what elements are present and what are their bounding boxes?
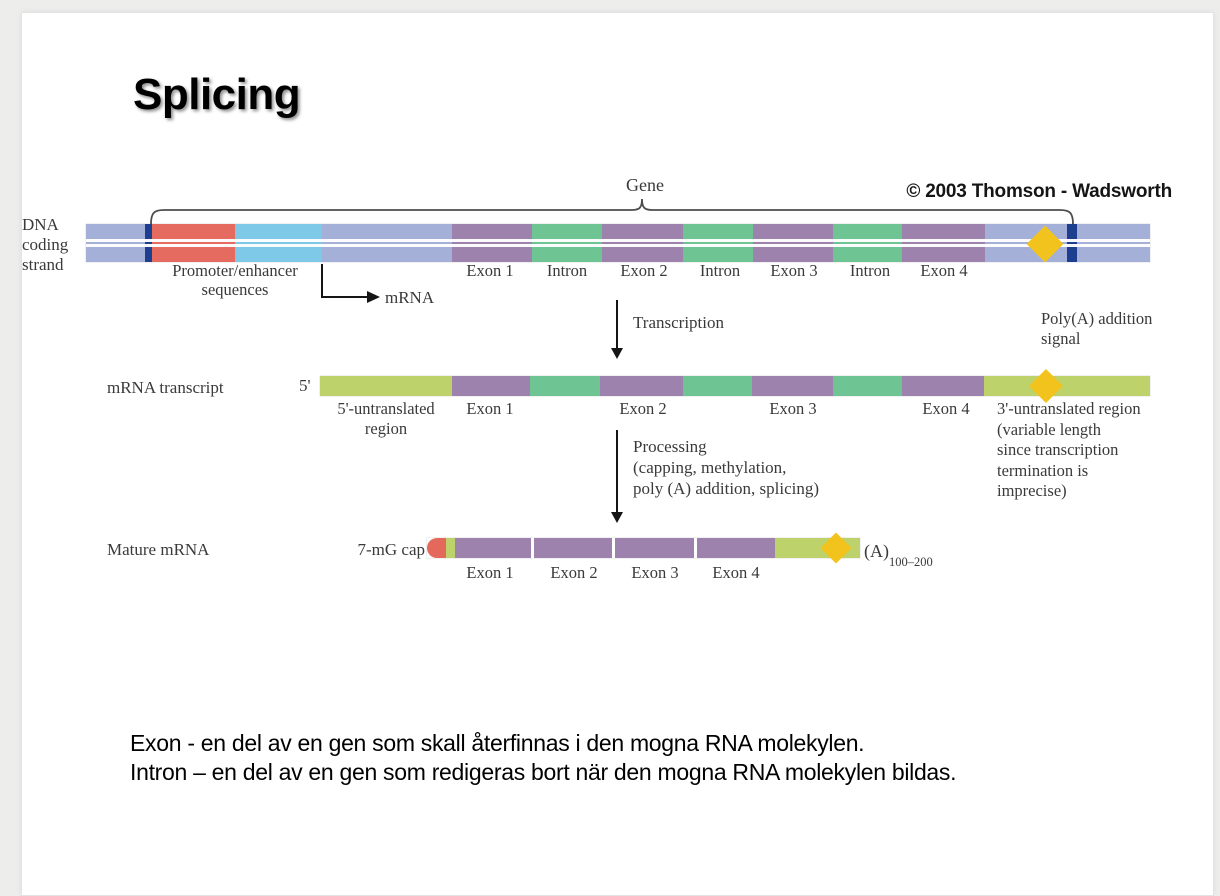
mature-exon-3-label: Exon 3	[631, 563, 679, 582]
dna-row-label: DNA coding strand	[22, 215, 68, 275]
polya-tail-main: (A)	[864, 541, 889, 561]
transcript-exon-2-segment	[600, 376, 683, 396]
definition-notes: Exon - en del av en gen som skall återfi…	[130, 729, 957, 786]
dna-strand-bar	[86, 224, 1150, 262]
transcript-exon-2-label: Exon 2	[619, 399, 667, 418]
cap-label: 7-mG cap	[357, 540, 425, 559]
transcript-intron-segment	[833, 376, 902, 396]
processing-arrow	[616, 430, 618, 514]
transcript-utr5-segment	[320, 376, 452, 396]
dna-flank-segment	[86, 224, 145, 262]
dna-exon-3-segment	[753, 224, 833, 262]
five-prime-label: 5'	[299, 376, 311, 395]
exon-definition: Exon - en del av en gen som skall återfi…	[130, 730, 865, 756]
page-title: Splicing	[133, 70, 301, 119]
mrna-transcript-bar	[320, 376, 1150, 396]
exon-junction	[531, 538, 534, 558]
mature-exon-3-segment	[615, 538, 694, 558]
mature-exon-2-label: Exon 2	[550, 563, 598, 582]
dna-flank-segment	[322, 224, 452, 262]
utr3-label-line: since transcription	[997, 440, 1119, 459]
dna-intron-label: Intron	[849, 261, 891, 280]
mature-utr5-segment	[446, 538, 455, 558]
processing-label-line: poly (A) addition, splicing)	[633, 479, 820, 498]
dna-exon-3-label: Exon 3	[770, 261, 818, 280]
dna-row-label-line: strand	[22, 255, 64, 274]
transcript-exon-4-label: Exon 4	[922, 399, 970, 418]
promoter-label-line: Promoter/enhancer	[172, 261, 298, 280]
dna-gene-start-boundary	[145, 224, 152, 262]
mature-exon-4-label: Exon 4	[712, 563, 760, 582]
transcript-utr3-segment	[984, 376, 1150, 396]
utr5-label-line: 5'-untranslated	[337, 399, 435, 418]
promoter-label: Promoter/enhancer sequences	[172, 261, 298, 299]
dna-exon-1-segment	[452, 224, 532, 262]
dna-intron-label: Intron	[699, 261, 741, 280]
dna-intron-segment	[532, 224, 602, 262]
utr3-label-line: (variable length	[997, 419, 1101, 439]
dna-row-label-line: DNA	[22, 215, 59, 234]
polya-tail-label: (A)100–200	[864, 541, 933, 569]
dna-exon-4-segment	[902, 224, 985, 262]
dna-intron-segment	[833, 224, 902, 262]
utr5-label: 5'-untranslated region	[337, 399, 434, 439]
transcript-row-label: mRNA transcript	[107, 378, 224, 397]
dna-strand-separator	[86, 239, 1150, 242]
processing-label-line: (capping, methylation,	[633, 458, 787, 477]
polya-signal-label-line: Poly(A) addition	[1041, 309, 1153, 328]
dna-exon-1-label: Exon 1	[466, 261, 514, 280]
processing-arrowhead-icon	[611, 512, 623, 523]
transcript-exon-1-segment	[452, 376, 530, 396]
utr3-label: 3'-untranslated region (variable length …	[997, 399, 1141, 502]
transcript-exon-4-segment	[902, 376, 984, 396]
polya-signal-label-line: signal	[1041, 329, 1081, 348]
utr3-label-line: 3'-untranslated region	[997, 399, 1141, 418]
exon-junction	[612, 538, 615, 558]
dna-enhancer-segment	[235, 224, 322, 262]
processing-label-line: Processing	[633, 437, 707, 456]
utr3-label-line: imprecise)	[997, 481, 1067, 500]
transcript-exon-3-segment	[752, 376, 833, 396]
polya-signal-diamond-icon	[1029, 369, 1063, 403]
mature-mrna-bar	[427, 538, 860, 558]
transcription-arrowhead-icon	[611, 348, 623, 359]
gene-label: Gene	[626, 175, 664, 195]
mrna-arrow-label: mRNA	[385, 288, 435, 307]
processing-label: Processing (capping, methylation, poly (…	[633, 436, 819, 499]
transcript-exon-1-label: Exon 1	[466, 399, 514, 418]
transcript-intron-segment	[683, 376, 752, 396]
mature-exon-1-label: Exon 1	[466, 563, 514, 582]
gene-bracket	[150, 198, 1074, 225]
dna-flank-segment	[1077, 224, 1150, 262]
figure-credit: © 2003 Thomson - Wadsworth	[906, 181, 1172, 202]
transcription-arrow	[616, 300, 618, 350]
utr3-label-line: termination is	[997, 460, 1089, 480]
dna-intron-segment	[683, 224, 753, 262]
mature-exon-2-segment	[534, 538, 612, 558]
polya-tail-subscript: 100–200	[889, 554, 933, 569]
transcript-exon-3-label: Exon 3	[769, 399, 817, 418]
dna-exon-4-label: Exon 4	[920, 261, 968, 280]
transcript-intron-segment	[530, 376, 600, 396]
intron-definition: Intron – en del av en gen som redigeras …	[130, 758, 957, 785]
mature-exon-1-segment	[455, 538, 531, 558]
dna-promoter-segment	[152, 224, 235, 262]
mature-row-label: Mature mRNA	[107, 540, 210, 559]
dna-exon-2-label: Exon 2	[620, 261, 668, 280]
seven-mg-cap-icon	[427, 538, 446, 558]
transcription-label: Transcription	[633, 313, 724, 332]
dna-intron-label: Intron	[546, 261, 588, 280]
dna-gene-end-boundary	[1067, 224, 1077, 262]
dna-row-label-line: coding	[22, 235, 69, 254]
dna-exon-2-segment	[602, 224, 683, 262]
mrna-start-arrow	[321, 264, 380, 303]
polya-signal-label: Poly(A) addition signal	[1041, 309, 1201, 349]
mature-exon-4-segment	[697, 538, 775, 558]
dna-strand-separator	[86, 244, 1150, 247]
exon-junction	[694, 538, 697, 558]
promoter-label-line: sequences	[201, 279, 269, 299]
utr5-label-line: region	[364, 419, 408, 438]
